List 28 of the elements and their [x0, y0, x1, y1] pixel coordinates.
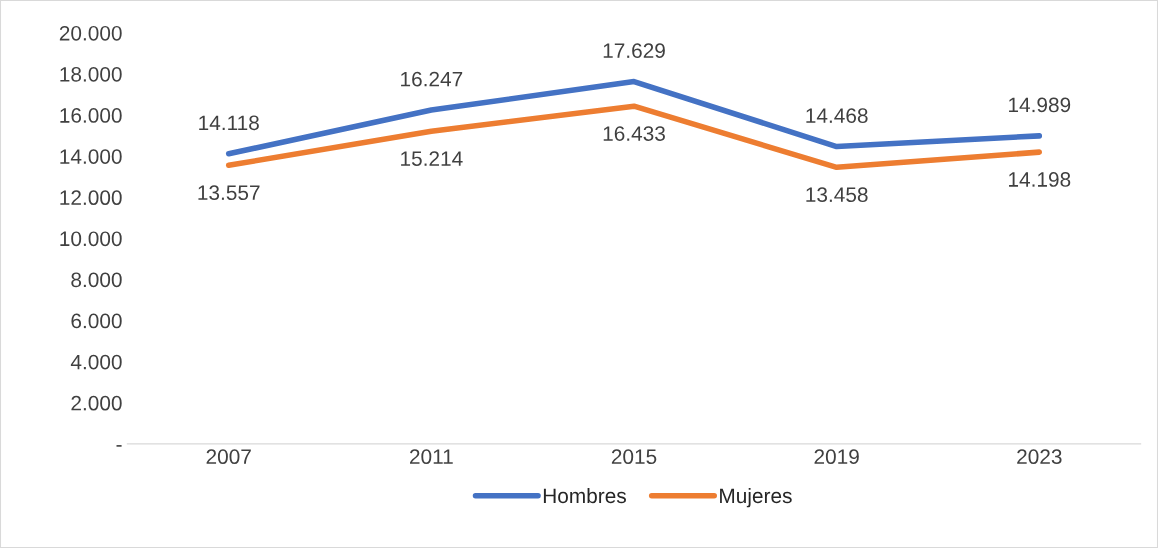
y-tick-label: 8.000: [71, 272, 122, 288]
x-tick-label: 2011: [410, 449, 453, 465]
y-tick-label: 2.000: [71, 395, 122, 411]
data-label: 14.468: [806, 108, 868, 123]
data-label: 16.433: [603, 126, 665, 141]
y-tick-label: 6.000: [71, 313, 122, 329]
legend-label: Mujeres: [720, 487, 792, 508]
data-label: 14.118: [199, 115, 259, 131]
x-tick-label: 2015: [611, 449, 657, 465]
y-tick-label: -: [116, 445, 122, 447]
x-tick-label: 2019: [814, 449, 859, 465]
data-label: 13.458: [806, 187, 868, 203]
x-tick-label: 2007: [206, 449, 251, 465]
y-tick-label: 16.000: [60, 108, 122, 123]
x-tick-label: 2023: [1017, 449, 1062, 465]
y-tick-label: 14.000: [60, 149, 122, 164]
data-label: 16.247: [401, 71, 463, 87]
data-label: 14.198: [1009, 172, 1071, 187]
data-label: 17.629: [603, 43, 665, 59]
data-label: 15.214: [401, 151, 463, 166]
y-tick-label: 20.000: [59, 25, 122, 41]
data-label: 14.989: [1009, 97, 1071, 113]
y-tick-label: 12.000: [60, 190, 122, 206]
legend-label: Hombres: [543, 487, 626, 504]
y-tick-label: 18.000: [60, 66, 122, 82]
y-tick-label: 10.000: [60, 231, 122, 247]
data-label: 13.557: [198, 185, 260, 201]
y-tick-label: 4.000: [70, 354, 122, 370]
